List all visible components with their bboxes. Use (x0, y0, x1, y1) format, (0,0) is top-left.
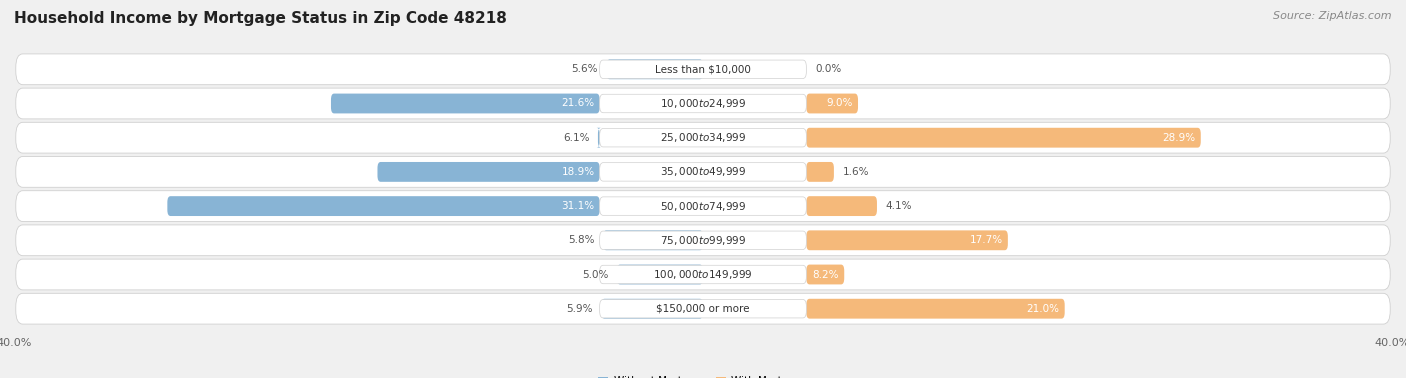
Text: $75,000 to $99,999: $75,000 to $99,999 (659, 234, 747, 247)
FancyBboxPatch shape (15, 259, 1391, 290)
FancyBboxPatch shape (15, 54, 1391, 85)
Text: 18.9%: 18.9% (561, 167, 595, 177)
Text: 28.9%: 28.9% (1163, 133, 1195, 143)
Text: $35,000 to $49,999: $35,000 to $49,999 (659, 166, 747, 178)
Text: 5.8%: 5.8% (568, 235, 595, 245)
FancyBboxPatch shape (606, 59, 703, 79)
Text: 21.0%: 21.0% (1026, 304, 1060, 314)
FancyBboxPatch shape (15, 225, 1391, 256)
Text: $50,000 to $74,999: $50,000 to $74,999 (659, 200, 747, 212)
FancyBboxPatch shape (599, 231, 807, 249)
Text: 4.1%: 4.1% (886, 201, 912, 211)
Text: $150,000 or more: $150,000 or more (657, 304, 749, 314)
FancyBboxPatch shape (807, 196, 877, 216)
Legend: Without Mortgage, With Mortgage: Without Mortgage, With Mortgage (593, 372, 813, 378)
Text: 31.1%: 31.1% (561, 201, 595, 211)
FancyBboxPatch shape (15, 88, 1391, 119)
FancyBboxPatch shape (377, 162, 599, 182)
FancyBboxPatch shape (167, 196, 599, 216)
FancyBboxPatch shape (602, 299, 703, 319)
FancyBboxPatch shape (599, 299, 807, 318)
Text: Less than $10,000: Less than $10,000 (655, 64, 751, 74)
FancyBboxPatch shape (599, 60, 807, 79)
Text: 0.0%: 0.0% (815, 64, 841, 74)
Text: 8.2%: 8.2% (813, 270, 839, 279)
FancyBboxPatch shape (603, 230, 703, 250)
FancyBboxPatch shape (807, 128, 1201, 148)
FancyBboxPatch shape (807, 94, 858, 113)
Text: 6.1%: 6.1% (562, 133, 589, 143)
Text: $25,000 to $34,999: $25,000 to $34,999 (659, 131, 747, 144)
FancyBboxPatch shape (599, 265, 807, 284)
Text: 21.6%: 21.6% (561, 99, 595, 108)
FancyBboxPatch shape (807, 299, 1064, 319)
FancyBboxPatch shape (15, 122, 1391, 153)
Text: Source: ZipAtlas.com: Source: ZipAtlas.com (1274, 11, 1392, 21)
Text: 9.0%: 9.0% (827, 99, 853, 108)
FancyBboxPatch shape (599, 94, 807, 113)
FancyBboxPatch shape (807, 265, 844, 284)
FancyBboxPatch shape (807, 162, 834, 182)
FancyBboxPatch shape (599, 163, 807, 181)
FancyBboxPatch shape (15, 191, 1391, 222)
FancyBboxPatch shape (807, 230, 1008, 250)
FancyBboxPatch shape (15, 293, 1391, 324)
FancyBboxPatch shape (599, 197, 807, 215)
FancyBboxPatch shape (617, 265, 703, 284)
Text: 5.6%: 5.6% (571, 64, 598, 74)
FancyBboxPatch shape (15, 156, 1391, 187)
FancyBboxPatch shape (330, 94, 599, 113)
Text: 5.0%: 5.0% (582, 270, 609, 279)
Text: 17.7%: 17.7% (970, 235, 1002, 245)
Text: Household Income by Mortgage Status in Zip Code 48218: Household Income by Mortgage Status in Z… (14, 11, 508, 26)
FancyBboxPatch shape (596, 128, 600, 148)
Text: 1.6%: 1.6% (842, 167, 869, 177)
Text: $10,000 to $24,999: $10,000 to $24,999 (659, 97, 747, 110)
Text: $100,000 to $149,999: $100,000 to $149,999 (654, 268, 752, 281)
FancyBboxPatch shape (599, 129, 807, 147)
Text: 5.9%: 5.9% (567, 304, 593, 314)
